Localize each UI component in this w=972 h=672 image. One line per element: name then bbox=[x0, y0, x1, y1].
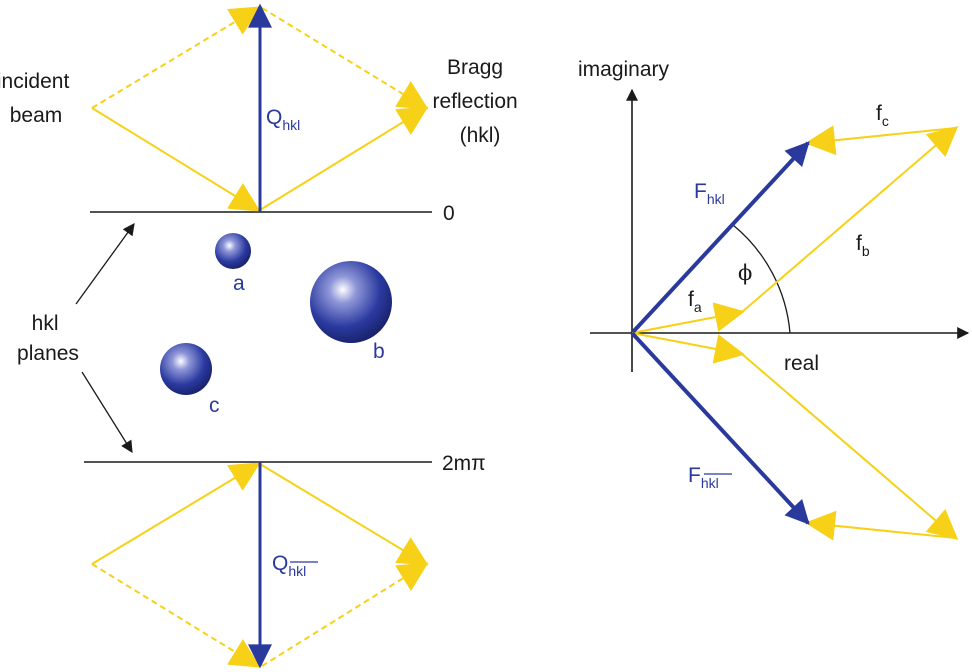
q-hkl-bar-label: Qhkl bbox=[272, 552, 306, 579]
f-a-label: fa bbox=[688, 288, 702, 315]
f-hkl-bar-label: Fhkl bbox=[688, 464, 719, 491]
dashed-reflection-top bbox=[261, 7, 429, 110]
phase-angle-label: ϕ bbox=[738, 261, 752, 285]
reflection-bottom-arrow bbox=[259, 463, 429, 566]
f-a-vector bbox=[631, 302, 745, 334]
f-b-label: fb bbox=[856, 232, 870, 259]
hkl-planes-label: hkl planes bbox=[17, 312, 79, 365]
dashed-incident-top bbox=[91, 6, 261, 109]
f-c-label: fc bbox=[876, 102, 889, 129]
incident-beam-label: incident beam bbox=[0, 70, 75, 127]
f-hkl-label: Fhkl bbox=[694, 180, 725, 207]
bragg-reflection-arrow bbox=[259, 106, 429, 211]
f-hkl-bar-vector bbox=[630, 331, 810, 525]
atom-b-label: b bbox=[373, 340, 385, 363]
f-a-conjugate-vector bbox=[631, 332, 745, 364]
f-c-conjugate-vector bbox=[805, 510, 957, 541]
f-hkl-vector bbox=[630, 141, 810, 335]
imaginary-axis-label: imaginary bbox=[578, 58, 670, 81]
q-hkl-label: Qhkl bbox=[266, 106, 300, 133]
f-c-vector bbox=[805, 125, 957, 156]
incident-beam-arrow bbox=[91, 107, 261, 212]
atom-c-label: c bbox=[209, 394, 220, 417]
hkl-planes-pointer-up bbox=[75, 223, 135, 305]
f-b-conjugate-vector bbox=[741, 353, 959, 540]
atom-a bbox=[215, 233, 251, 269]
dashed-incident-bottom bbox=[91, 563, 261, 668]
incident-beam-bottom-arrow bbox=[91, 462, 261, 565]
bragg-reflection-label: Bragg reflection (hkl) bbox=[432, 56, 523, 147]
plane-zero-label: 0 bbox=[443, 202, 455, 225]
atom-a-label: a bbox=[233, 272, 245, 295]
phase-angle-arc bbox=[732, 224, 791, 334]
plane-2mpi-label: 2mπ bbox=[442, 452, 486, 475]
atom-c bbox=[160, 343, 212, 395]
hkl-planes-pointer-down bbox=[81, 371, 133, 454]
real-axis-label: real bbox=[784, 352, 819, 375]
f-b-vector bbox=[741, 126, 959, 313]
dashed-reflection-bottom bbox=[261, 562, 429, 667]
atom-b bbox=[310, 261, 392, 343]
